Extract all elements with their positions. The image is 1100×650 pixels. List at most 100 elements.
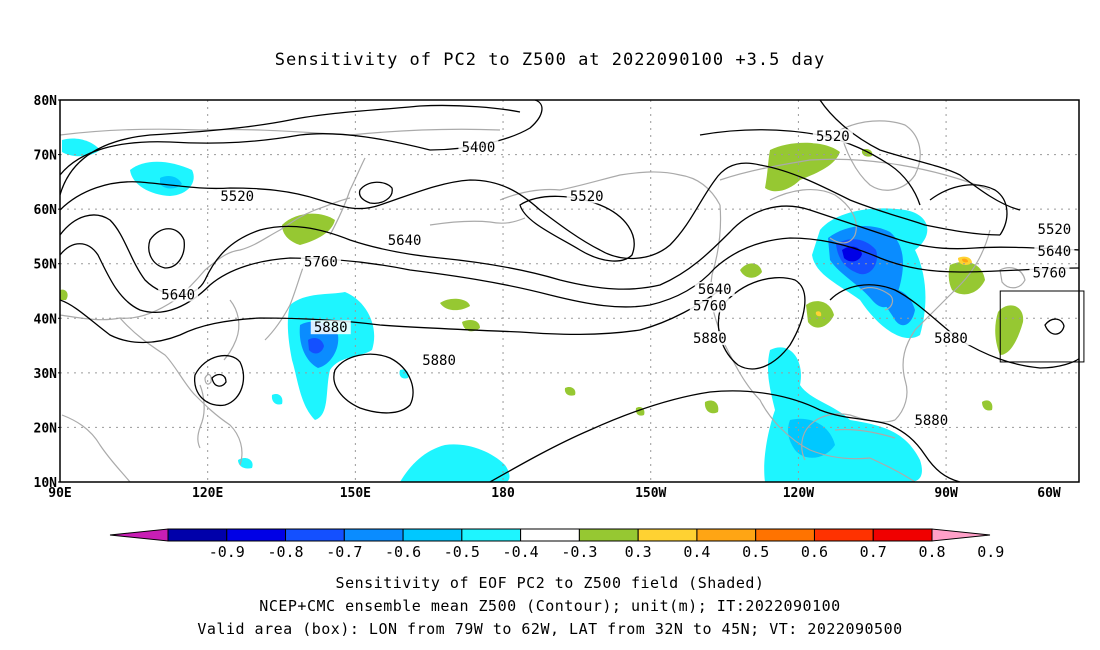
contour-label: 5640 <box>161 287 195 303</box>
colorbar-label: -0.7 <box>326 543 362 561</box>
contour-label-bg <box>566 189 607 204</box>
colorbar-segment <box>343 528 404 542</box>
pos-shade-west-edge <box>60 289 68 300</box>
colorbar-segment <box>402 528 463 542</box>
pos-shade-hudson <box>740 263 762 278</box>
colorbar-segment <box>461 528 522 542</box>
coast-aleutians <box>429 217 526 226</box>
colorbar-segment <box>755 528 815 542</box>
contour-label: 5760 <box>693 298 727 314</box>
pos-shade-orange-northeast <box>962 258 968 263</box>
lat-tick-label: 20N <box>34 421 58 436</box>
contour-5520-loop <box>519 195 635 262</box>
pos-shade-atlantic-offshore <box>995 305 1024 355</box>
z500-contours <box>60 100 1079 482</box>
caption-shading: Sensitivity of EOF PC2 to Z500 field (Sh… <box>335 574 765 592</box>
neg-shade-caribbean <box>764 347 922 482</box>
coast-hudson-bay <box>769 189 857 244</box>
contour-label: 5880 <box>314 320 348 336</box>
contour-label-bg <box>419 352 460 367</box>
contour-label-bg <box>931 331 972 346</box>
lat-tick-label: 30N <box>34 367 58 382</box>
colorbar-labels: -0.9 -0.8 -0.7 -0.6 -0.5 -0.4 -0.3 0.3 0.4 0.5 0.6… <box>209 543 1005 561</box>
colorbar-label: 0.3 <box>625 543 652 561</box>
colorbar-label: -0.5 <box>444 543 480 561</box>
lat-tick-label: 60N <box>34 203 58 218</box>
contour-label: 5880 <box>422 353 456 369</box>
lon-tick-label: 90W <box>934 486 958 501</box>
contour-5400-a <box>60 104 521 196</box>
contour-label-bg <box>1029 265 1070 280</box>
coast-canada-north <box>719 158 991 191</box>
contour-5880-atlantic-loop <box>1044 318 1065 335</box>
contour-label: 5520 <box>570 189 604 205</box>
pos-shade-atlantic-small <box>982 400 993 411</box>
contour-label-bg <box>310 320 351 335</box>
colorbar-label: -0.9 <box>209 543 245 561</box>
contour-label: 5880 <box>693 331 727 347</box>
coast-cuba <box>834 428 896 439</box>
contour-label: 5640 <box>1038 244 1072 260</box>
pos-shade-pacific-small-1 <box>440 298 470 311</box>
contour-5520-east <box>759 164 1001 236</box>
lon-tick-label: 150E <box>340 486 371 501</box>
contour-5400-b <box>60 100 543 176</box>
latitude-tick-labels: 80N 70N 60N 50N 40N 30N 20N 10N <box>34 94 60 491</box>
colorbar-label: 0.6 <box>801 543 828 561</box>
neg-shade-core-dark <box>842 246 862 262</box>
longitude-tick-labels: 90E 120E 150E 180 150W 120W 90W 60W <box>48 486 1061 501</box>
contour-label: 5880 <box>914 413 948 429</box>
contour-label-bg <box>158 287 199 302</box>
colorbar-segment <box>578 528 639 542</box>
contour-label-bg <box>911 412 952 427</box>
neg-shade-east-coast <box>880 288 915 326</box>
colorbar-arrow-low <box>109 528 169 542</box>
colorbar <box>109 528 991 542</box>
lon-tick-label: 180 <box>491 486 515 501</box>
map-frame <box>59 99 1080 483</box>
pos-shade-mexico <box>704 400 719 414</box>
pos-shade-yellow-lakes <box>815 311 822 317</box>
contour-5640-west <box>60 214 441 296</box>
contour-label: 5520 <box>220 189 254 205</box>
lat-tick-label: 10N <box>34 476 58 491</box>
contour-label-bg <box>1034 221 1075 236</box>
lat-tick-label: 40N <box>34 312 58 327</box>
coast-great-lakes <box>859 286 894 311</box>
chart-title: Sensitivity of PC2 to Z500 at 2022090100… <box>274 50 826 70</box>
contour-5520-small-loop <box>358 181 393 204</box>
neg-shade-central-pacific <box>400 444 510 482</box>
lon-tick-label: 120W <box>783 486 814 501</box>
coast-alaska <box>499 171 721 206</box>
coast-indochina <box>61 414 131 482</box>
contour-label-bg <box>694 282 735 296</box>
coast-korea <box>223 299 240 361</box>
contour-label: 5640 <box>698 282 732 298</box>
colorbar-label: 0.8 <box>918 543 945 561</box>
lon-tick-label: 90E <box>48 486 71 501</box>
colorbar-segment <box>226 528 287 542</box>
contour-5880-tropics <box>489 390 961 482</box>
contour-label-bg <box>1034 243 1075 258</box>
colorbar-label: 0.9 <box>977 543 1004 561</box>
lat-tick-label: 80N <box>34 94 58 109</box>
contour-label-bg <box>384 232 425 247</box>
contour-5640-mid <box>439 205 1079 290</box>
colorbar-segment <box>285 528 345 542</box>
contour-label: 5760 <box>304 255 338 271</box>
valid-area-box <box>999 290 1085 363</box>
pos-shade-pacific-small-2 <box>462 320 480 332</box>
caption-valid-area: Valid area (box): LON from 79W to 62W, L… <box>197 620 903 638</box>
contour-label-bg <box>812 129 853 144</box>
contour-5880-small-loop-1 <box>194 354 245 407</box>
contour-5640-loop-west <box>148 228 185 269</box>
contour-5880-small-loop-2 <box>211 373 227 387</box>
colorbar-label: 0.4 <box>683 543 710 561</box>
contour-label: 5520 <box>1038 222 1072 238</box>
contour-label-bg <box>217 189 258 204</box>
contour-label-bg <box>300 254 341 269</box>
contour-label: 5400 <box>462 140 496 156</box>
lon-tick-label: 60W <box>1037 486 1061 501</box>
